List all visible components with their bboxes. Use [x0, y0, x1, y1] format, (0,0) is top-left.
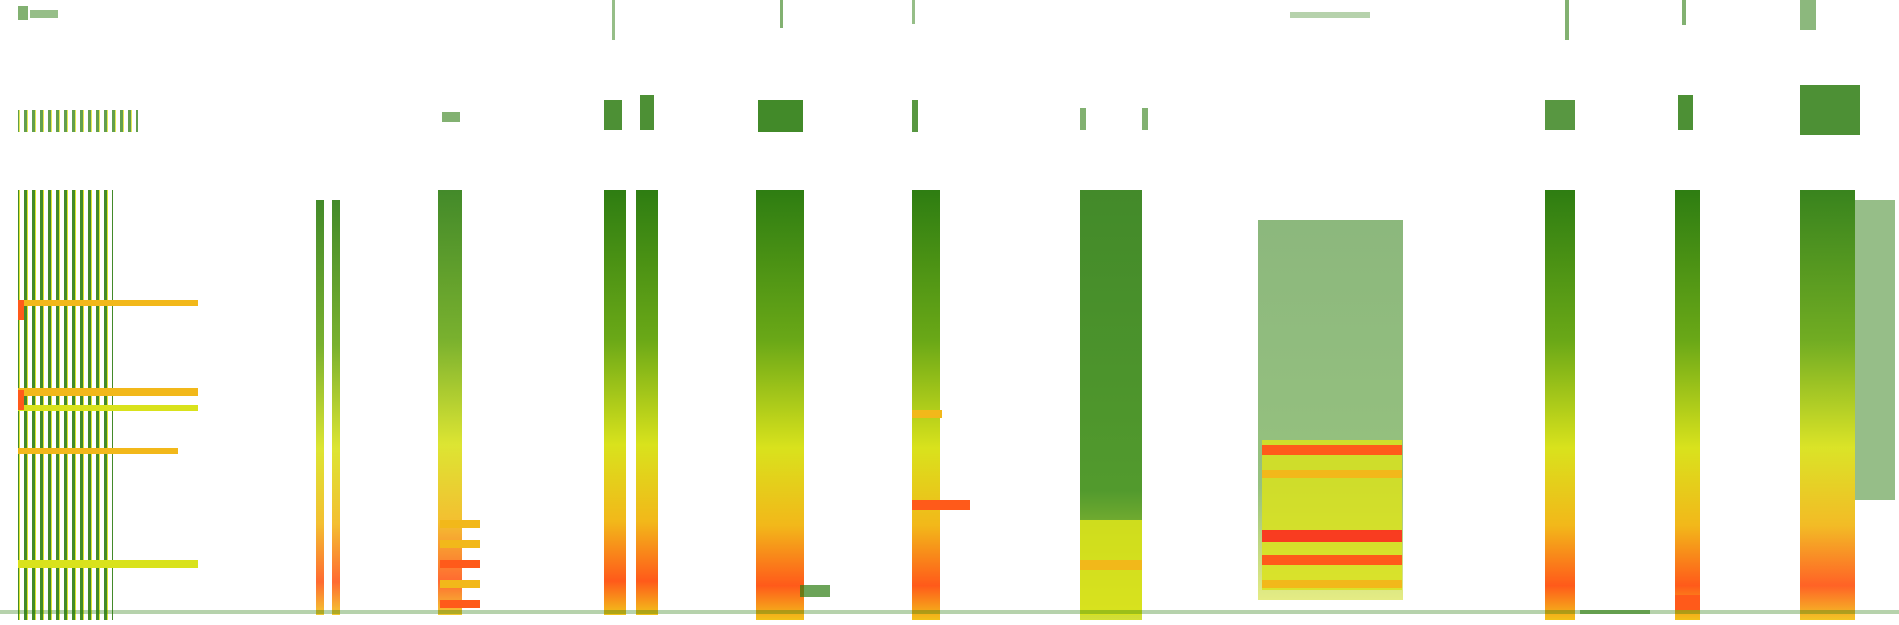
syllable — [438, 190, 462, 615]
band-top — [18, 0, 1816, 40]
syllable — [332, 200, 340, 615]
syllable — [912, 190, 940, 620]
baseline — [0, 610, 1899, 614]
syllable — [1545, 190, 1575, 620]
syllable — [756, 190, 804, 620]
syllable — [1800, 190, 1855, 620]
syllable — [1675, 190, 1700, 620]
syllable — [636, 190, 658, 615]
band-upper — [18, 85, 1860, 135]
syllables — [18, 190, 1895, 620]
syllable — [316, 200, 324, 615]
syllable — [604, 190, 626, 615]
